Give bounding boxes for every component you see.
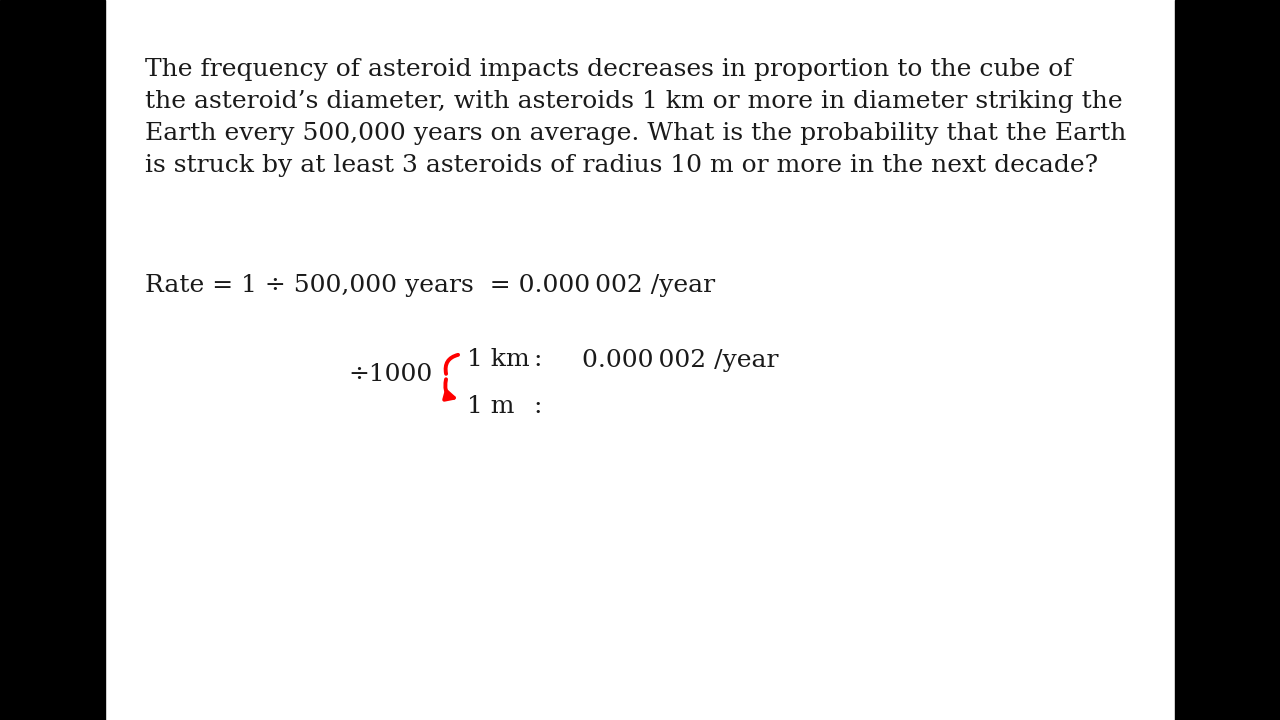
Text: 0.000 002 /year: 0.000 002 /year bbox=[582, 348, 780, 372]
Text: ÷1000: ÷1000 bbox=[348, 363, 433, 386]
Text: Rate = 1 ÷ 500,000 years  = 0.000 002 /year: Rate = 1 ÷ 500,000 years = 0.000 002 /ye… bbox=[145, 274, 714, 297]
Text: :: : bbox=[534, 395, 541, 418]
Text: 1 km: 1 km bbox=[467, 348, 530, 372]
Text: 1 m: 1 m bbox=[467, 395, 515, 418]
Text: :: : bbox=[534, 348, 541, 372]
Text: The frequency of asteroid impacts decreases in proportion to the cube of
the ast: The frequency of asteroid impacts decrea… bbox=[145, 58, 1126, 176]
